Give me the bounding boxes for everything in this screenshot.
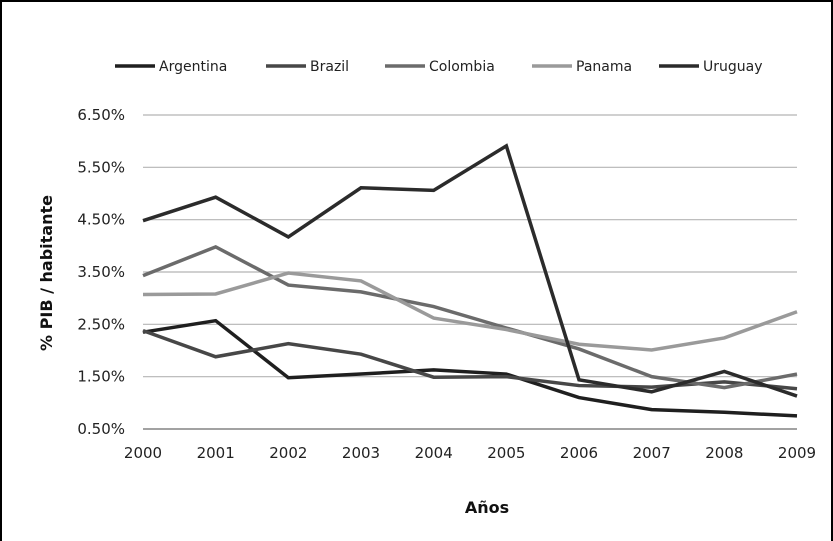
legend-label-panama: Panama: [576, 59, 632, 75]
x-tick-label: 2003: [342, 444, 380, 462]
y-tick-label: 6.50%: [77, 106, 125, 124]
y-tick-label: 4.50%: [77, 211, 125, 229]
legend: Argentina Brazil Colombia Panama Uruguay: [115, 59, 763, 75]
series-line-colombia: [142, 244, 798, 390]
y-tick-label: 0.50%: [77, 420, 125, 438]
y-axis-title: % PIB / habitante: [37, 195, 56, 351]
x-tick-label: 2007: [633, 444, 671, 462]
y-tick-label: 1.50%: [77, 368, 125, 386]
y-tick-labels: 0.50% 1.50% 2.50% 3.50% 4.50% 5.50% 6.50%: [77, 106, 125, 438]
x-tick-label: 2006: [560, 444, 598, 462]
legend-label-colombia: Colombia: [429, 59, 495, 75]
series-line-panama: [142, 271, 798, 352]
x-tick-label: 2009: [778, 444, 816, 462]
x-tick-label: 2008: [705, 444, 743, 462]
x-tick-label: 2004: [415, 444, 453, 462]
series-line-argentina: [142, 318, 798, 418]
legend-label-argentina: Argentina: [159, 59, 227, 75]
legend-label-brazil: Brazil: [310, 59, 349, 75]
series-lines: [142, 143, 798, 418]
gridlines: [143, 114, 797, 430]
y-tick-label: 3.50%: [77, 263, 125, 281]
x-tick-label: 2005: [487, 444, 525, 462]
x-tick-label: 2001: [197, 444, 235, 462]
series-line-uruguay: [142, 143, 798, 398]
y-tick-label: 2.50%: [77, 315, 125, 333]
x-axis-title: Años: [465, 498, 509, 517]
y-tick-label: 5.50%: [77, 158, 125, 176]
x-tick-label: 2000: [124, 444, 162, 462]
series-line-brazil: [142, 328, 798, 391]
x-tick-labels: 2000 2001 2002 2003 2004 2005 2006 2007 2008 2009: [124, 444, 816, 462]
legend-label-uruguay: Uruguay: [703, 59, 763, 75]
x-tick-label: 2002: [269, 444, 307, 462]
